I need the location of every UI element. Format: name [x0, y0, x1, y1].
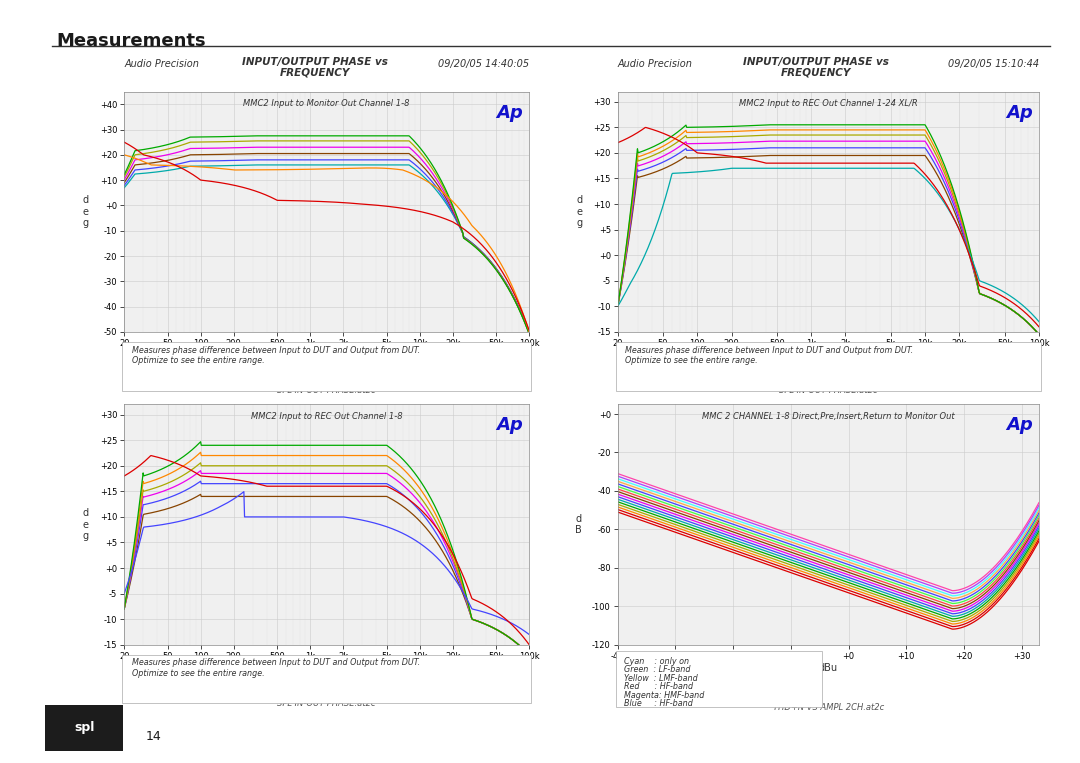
Text: Measures phase difference between Input to DUT and Output from DUT.
Optimize to : Measures phase difference between Input …	[625, 346, 914, 365]
X-axis label: Hz: Hz	[321, 664, 333, 674]
Text: Yellow  : LMF-band: Yellow : LMF-band	[624, 674, 698, 683]
Y-axis label: d
B: d B	[575, 513, 581, 536]
Text: 09/20/05 12:12:45: 09/20/05 12:12:45	[948, 372, 1039, 382]
Text: Green  : LF-band: Green : LF-band	[624, 665, 691, 674]
Text: Ap: Ap	[1005, 104, 1032, 121]
Text: FREQUENCY: FREQUENCY	[280, 68, 350, 78]
Text: MMC2 Input to REC Out Channel 1-24 XL/R: MMC2 Input to REC Out Channel 1-24 XL/R	[739, 98, 918, 108]
Text: Measures phase difference between Input to DUT and Output from DUT.
Optimize to : Measures phase difference between Input …	[132, 346, 420, 365]
Y-axis label: d
e
g: d e g	[83, 508, 89, 541]
Text: Measures phase difference between Input to DUT and Output from DUT.
Optimize to : Measures phase difference between Input …	[132, 658, 420, 678]
Text: INPUT/OUTPUT PHASE vs: INPUT/OUTPUT PHASE vs	[743, 57, 889, 67]
X-axis label: dBu: dBu	[819, 664, 838, 674]
Text: FREQUENCY: FREQUENCY	[280, 381, 350, 391]
Text: Ap: Ap	[497, 417, 523, 434]
Text: 09/20/05 15:06:51: 09/20/05 15:06:51	[438, 372, 529, 382]
Text: Audio Precision: Audio Precision	[618, 372, 692, 382]
Text: Audio Precision: Audio Precision	[124, 372, 199, 382]
Text: FREQUENCY: FREQUENCY	[781, 68, 851, 78]
Text: SPL IN-OUT PHASE.at2c: SPL IN-OUT PHASE.at2c	[779, 386, 878, 395]
X-axis label: Hz: Hz	[321, 351, 333, 361]
Text: Audio Precision: Audio Precision	[618, 59, 692, 69]
Text: Ap: Ap	[497, 104, 523, 121]
Text: SPL IN-OUT PHASE.at2c: SPL IN-OUT PHASE.at2c	[278, 699, 376, 708]
X-axis label: Hz: Hz	[822, 351, 835, 361]
Y-axis label: d
e
g: d e g	[577, 195, 582, 228]
Text: spl: spl	[75, 721, 94, 735]
Text: 09/20/05 15:10:44: 09/20/05 15:10:44	[948, 59, 1039, 69]
Text: 14: 14	[146, 730, 162, 743]
Text: Blue     : HF-band: Blue : HF-band	[624, 699, 693, 708]
Text: SPL IN-OUT PHASE.at2c: SPL IN-OUT PHASE.at2c	[278, 386, 376, 395]
Text: MMC2 Input to REC Out Channel 1-8: MMC2 Input to REC Out Channel 1-8	[251, 411, 403, 420]
Text: INPUT/OUTPUT PHASE vs: INPUT/OUTPUT PHASE vs	[242, 57, 388, 67]
Text: Red      : HF-band: Red : HF-band	[624, 682, 693, 691]
Text: Cyan    : only on: Cyan : only on	[624, 657, 689, 666]
Text: Audio Precision: Audio Precision	[124, 59, 199, 69]
Text: MMC2 Input to Monitor Out Channel 1-8: MMC2 Input to Monitor Out Channel 1-8	[243, 98, 410, 108]
Text: 09/20/05 14:40:05: 09/20/05 14:40:05	[438, 59, 529, 69]
Text: Magenta: HMF-band: Magenta: HMF-band	[624, 691, 704, 700]
Text: THD+N vs AMPLITUDE: THD+N vs AMPLITUDE	[751, 375, 880, 385]
Y-axis label: d
e
g: d e g	[83, 195, 89, 228]
Text: THD+N VS AMPL 2CH.at2c: THD+N VS AMPL 2CH.at2c	[772, 703, 885, 713]
Text: Measurements: Measurements	[56, 32, 206, 50]
Text: MMC 2 CHANNEL 1-8 Direct,Pre,Insert,Return to Monitor Out: MMC 2 CHANNEL 1-8 Direct,Pre,Insert,Retu…	[702, 411, 955, 420]
Text: INPUT/OUTPUT PHASE vs: INPUT/OUTPUT PHASE vs	[242, 370, 388, 380]
Text: Ap: Ap	[1005, 417, 1032, 434]
